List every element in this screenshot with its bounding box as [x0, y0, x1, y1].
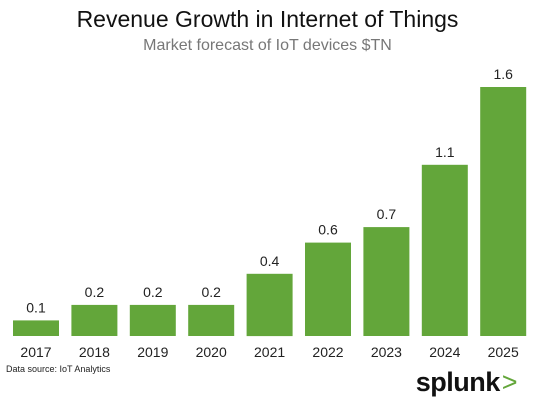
- data-label-2019: 0.2: [143, 284, 163, 300]
- data-label-2025: 1.6: [493, 66, 513, 82]
- bar-2022: [305, 242, 351, 336]
- data-label-2024: 1.1: [435, 144, 455, 160]
- splunk-logo: splunk>: [415, 367, 518, 397]
- x-tick-2022: 2022: [312, 344, 343, 360]
- bar-2018: [71, 304, 118, 336]
- data-source-note: Data source: IoT Analytics: [6, 364, 111, 374]
- chart-subtitle: Market forecast of IoT devices $TN: [143, 37, 392, 54]
- x-tick-2019: 2019: [137, 344, 168, 360]
- data-label-2018: 0.2: [85, 284, 105, 300]
- data-label-2020: 0.2: [201, 284, 221, 300]
- bar-2017: [13, 320, 59, 336]
- x-tick-2023: 2023: [371, 344, 402, 360]
- bar-2024: [421, 164, 468, 336]
- x-tick-2024: 2024: [429, 344, 460, 360]
- data-label-2017: 0.1: [26, 299, 46, 315]
- bar-2025: [480, 87, 527, 336]
- bar-2023: [363, 227, 410, 336]
- logo-chevron-icon: >: [501, 367, 518, 397]
- bar-2020: [188, 304, 235, 336]
- x-tick-2025: 2025: [488, 344, 519, 360]
- bar-2019: [129, 304, 176, 336]
- data-label-2021: 0.4: [260, 253, 280, 269]
- x-tick-2018: 2018: [79, 344, 110, 360]
- data-label-2022: 0.6: [318, 222, 338, 238]
- x-tick-2017: 2017: [20, 344, 51, 360]
- data-label-2023: 0.7: [377, 206, 397, 222]
- bar-2021: [246, 273, 293, 337]
- x-tick-2020: 2020: [196, 344, 227, 360]
- chart-title: Revenue Growth in Internet of Things: [76, 6, 459, 32]
- x-tick-2021: 2021: [254, 344, 285, 360]
